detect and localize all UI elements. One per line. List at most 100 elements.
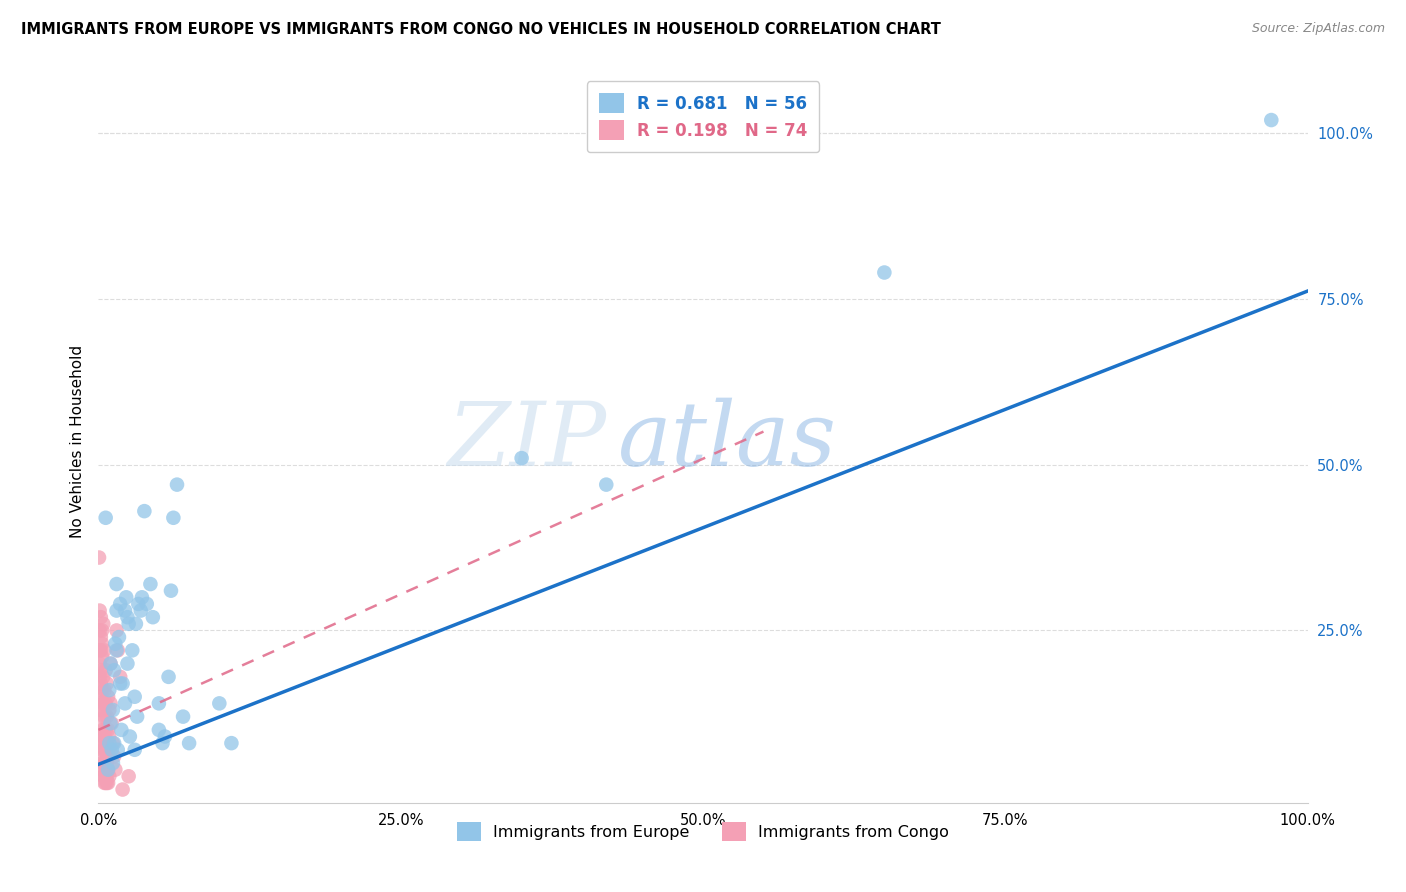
- Point: [91, 709, 114, 723]
- Point: [91, 749, 114, 764]
- Point: [107, 643, 129, 657]
- Point: [97, 776, 120, 790]
- Point: [94, 723, 117, 737]
- Point: [91, 670, 114, 684]
- Point: [90, 610, 112, 624]
- Point: [91, 763, 114, 777]
- Point: [91, 683, 114, 698]
- Point: [91, 650, 114, 665]
- Point: [104, 763, 127, 777]
- Point: [148, 723, 170, 737]
- Point: [91, 730, 114, 744]
- Point: [157, 670, 180, 684]
- Point: [1260, 113, 1282, 128]
- Point: [91, 769, 114, 783]
- Point: [142, 610, 165, 624]
- Point: [153, 730, 176, 744]
- Point: [105, 603, 128, 617]
- Point: [96, 776, 118, 790]
- Point: [94, 756, 117, 770]
- Point: [118, 616, 141, 631]
- Point: [96, 676, 118, 690]
- Point: [105, 577, 128, 591]
- Point: [94, 510, 117, 524]
- Point: [115, 591, 138, 605]
- Point: [129, 603, 152, 617]
- Point: [94, 663, 117, 677]
- Point: [93, 730, 115, 744]
- Point: [103, 736, 125, 750]
- Text: ZIP: ZIP: [447, 398, 606, 485]
- Point: [97, 723, 120, 737]
- Point: [595, 477, 617, 491]
- Point: [101, 736, 124, 750]
- Point: [103, 663, 125, 677]
- Point: [90, 643, 112, 657]
- Point: [89, 670, 111, 684]
- Point: [90, 630, 112, 644]
- Point: [97, 763, 120, 777]
- Point: [125, 616, 148, 631]
- Text: Source: ZipAtlas.com: Source: ZipAtlas.com: [1251, 22, 1385, 36]
- Point: [160, 583, 183, 598]
- Point: [91, 637, 114, 651]
- Text: IMMIGRANTS FROM EUROPE VS IMMIGRANTS FROM CONGO NO VEHICLES IN HOUSEHOLD CORRELA: IMMIGRANTS FROM EUROPE VS IMMIGRANTS FRO…: [21, 22, 941, 37]
- Point: [108, 630, 131, 644]
- Point: [90, 663, 112, 677]
- Point: [166, 477, 188, 491]
- Point: [117, 657, 139, 671]
- Point: [107, 743, 129, 757]
- Point: [111, 676, 134, 690]
- Point: [98, 749, 121, 764]
- Point: [114, 697, 136, 711]
- Point: [94, 743, 117, 757]
- Point: [93, 683, 115, 698]
- Point: [124, 690, 146, 704]
- Point: [172, 709, 194, 723]
- Point: [100, 716, 122, 731]
- Point: [101, 703, 124, 717]
- Point: [89, 697, 111, 711]
- Point: [148, 697, 170, 711]
- Point: [96, 709, 118, 723]
- Point: [93, 776, 115, 790]
- Point: [89, 657, 111, 671]
- Point: [108, 670, 131, 684]
- Point: [98, 730, 121, 744]
- Point: [91, 624, 114, 638]
- Point: [93, 769, 115, 783]
- Point: [87, 550, 110, 565]
- Point: [179, 736, 201, 750]
- Point: [100, 697, 122, 711]
- Point: [101, 756, 124, 770]
- Point: [91, 743, 114, 757]
- Point: [96, 756, 118, 770]
- Point: [91, 736, 114, 750]
- Point: [118, 769, 141, 783]
- Point: [93, 709, 115, 723]
- Point: [93, 756, 115, 770]
- Point: [100, 743, 122, 757]
- Point: [98, 703, 121, 717]
- Point: [97, 690, 120, 704]
- Point: [873, 266, 896, 280]
- Point: [97, 743, 120, 757]
- Point: [108, 597, 131, 611]
- Point: [221, 736, 243, 750]
- Point: [510, 451, 533, 466]
- Point: [91, 756, 114, 770]
- Point: [114, 603, 136, 617]
- Point: [90, 676, 112, 690]
- Point: [103, 749, 125, 764]
- Point: [105, 643, 128, 657]
- Point: [98, 769, 121, 783]
- Point: [96, 736, 118, 750]
- Point: [93, 743, 115, 757]
- Point: [131, 591, 153, 605]
- Point: [100, 657, 122, 671]
- Point: [118, 730, 141, 744]
- Point: [91, 616, 114, 631]
- Point: [91, 763, 114, 777]
- Point: [104, 637, 127, 651]
- Point: [90, 703, 112, 717]
